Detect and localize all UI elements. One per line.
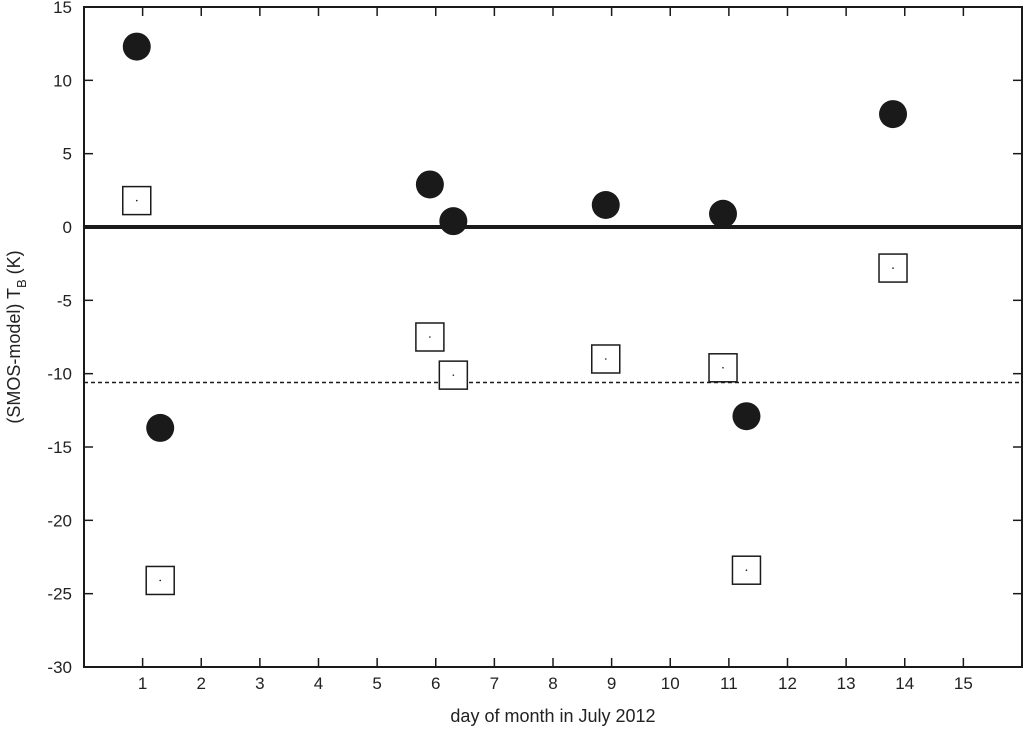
x-tick-label: 5 [372,674,381,693]
x-axis-title: day of month in July 2012 [450,706,655,726]
circle-data-point [439,207,468,236]
y-tick-label: 0 [63,218,72,237]
square-center-dot [429,336,431,338]
y-axis-title-subscript: B [14,279,29,288]
x-tick-label: 8 [548,674,557,693]
x-tick-label: 12 [778,674,797,693]
y-tick-label: -25 [47,585,72,604]
square-data-point [415,322,445,352]
circle-data-point [591,191,620,219]
y-tick-label: 15 [53,0,72,17]
x-tick-label: 13 [837,674,856,693]
x-axis-ticks: 1 2 3 4 5 6 7 8 9 10 11 12 13 14 15 [138,7,973,693]
x-tick-label: 15 [954,674,973,693]
x-tick-label: 3 [255,674,264,693]
circle-data-point [879,100,908,129]
y-tick-label: 5 [63,145,72,164]
x-tick-label: 6 [431,674,440,693]
square-center-dot [135,199,138,202]
y-axis-title-unit: (K) [4,250,24,279]
y-axis-ticks: -30 -25 -20 -15 -10 -5 0 5 10 15 [47,0,1022,677]
square-data-point [145,565,175,596]
y-tick-label: -20 [47,511,72,530]
y-tick-label: -15 [47,438,72,457]
y-tick-label: -30 [47,658,72,677]
x-tick-label: 1 [138,674,147,693]
circle-data-point [732,402,761,431]
y-tick-label: 10 [53,71,72,90]
x-tick-label: 7 [490,674,499,693]
x-tick-label: 9 [607,674,616,693]
y-tick-label: -5 [57,291,72,310]
square-data-point [878,253,908,283]
reference-lines [84,225,1022,384]
x-tick-label: 11 [720,674,738,693]
square-center-dot [722,367,724,369]
square-center-dot [892,267,894,269]
x-tick-label: 4 [314,674,323,693]
x-tick-label: 10 [661,674,680,693]
square-center-dot [452,374,455,376]
circle-data-point [146,413,175,442]
circle-data-point [122,32,151,61]
data-points [122,32,908,596]
x-tick-label: 2 [197,674,206,693]
square-center-dot [159,579,162,582]
y-axis-title: (SMOS-model) TB (K) [4,250,29,423]
circle-data-point [415,170,444,199]
y-axis-title-main: (SMOS-model) T [4,288,24,424]
y-tick-label: -10 [47,365,72,384]
square-center-dot [604,358,607,360]
plot-area [83,6,1023,668]
square-center-dot [745,569,748,571]
circle-data-point [709,199,738,228]
x-tick-label: 14 [895,674,914,693]
